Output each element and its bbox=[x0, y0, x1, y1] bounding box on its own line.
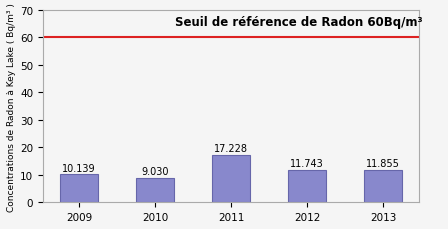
Text: Seuil de référence de Radon 60Bq/m³: Seuil de référence de Radon 60Bq/m³ bbox=[175, 16, 422, 29]
Y-axis label: Concentrations de Radon à Key Lake ( Bq/m³ ): Concentrations de Radon à Key Lake ( Bq/… bbox=[7, 3, 16, 211]
Bar bbox=[136, 178, 174, 202]
Text: 17.228: 17.228 bbox=[214, 144, 248, 154]
Bar bbox=[212, 155, 250, 202]
Text: 10.139: 10.139 bbox=[62, 163, 96, 173]
Bar bbox=[364, 170, 402, 202]
Bar bbox=[60, 175, 98, 202]
Text: 11.743: 11.743 bbox=[290, 159, 324, 169]
Text: 11.855: 11.855 bbox=[366, 158, 400, 168]
Bar bbox=[288, 170, 326, 202]
Text: 9.030: 9.030 bbox=[141, 166, 169, 176]
